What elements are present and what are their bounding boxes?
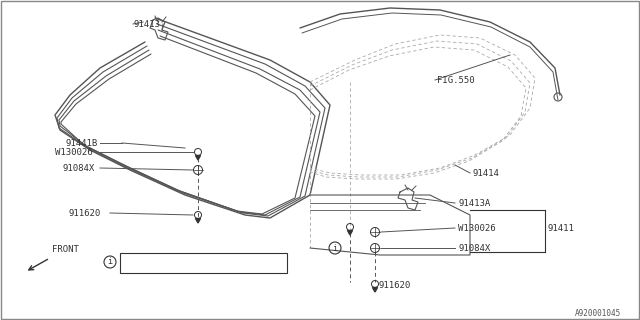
Text: i: i	[333, 244, 337, 252]
Bar	[120, 253, 287, 273]
Text: FRONT: FRONT	[52, 245, 79, 254]
Text: 91441B: 91441B	[65, 139, 97, 148]
Text: 911620: 911620	[68, 209, 100, 218]
Polygon shape	[195, 219, 200, 223]
Text: 91084X: 91084X	[62, 164, 94, 172]
Polygon shape	[348, 230, 353, 235]
Text: 911620: 911620	[378, 281, 410, 290]
Text: 91414: 91414	[472, 169, 499, 178]
Text: 91084X: 91084X	[458, 244, 490, 252]
Text: W130026: W130026	[458, 223, 495, 233]
Text: 91413: 91413	[133, 20, 160, 28]
Polygon shape	[372, 287, 378, 292]
Text: A920001045: A920001045	[575, 308, 621, 317]
Text: 91411: 91411	[548, 223, 575, 233]
Text: 91413A: 91413A	[458, 198, 490, 207]
Text: W140019: W140019	[122, 253, 154, 262]
Text: FIG.550: FIG.550	[437, 76, 475, 84]
Text: <-'05MY0407>: <-'05MY0407>	[172, 253, 227, 262]
Text: ('05MY0408->: ('05MY0408->	[172, 262, 227, 271]
Polygon shape	[195, 156, 200, 160]
Text: W130026: W130026	[55, 148, 93, 156]
Text: W140045: W140045	[122, 262, 154, 271]
Text: i: i	[108, 258, 113, 267]
